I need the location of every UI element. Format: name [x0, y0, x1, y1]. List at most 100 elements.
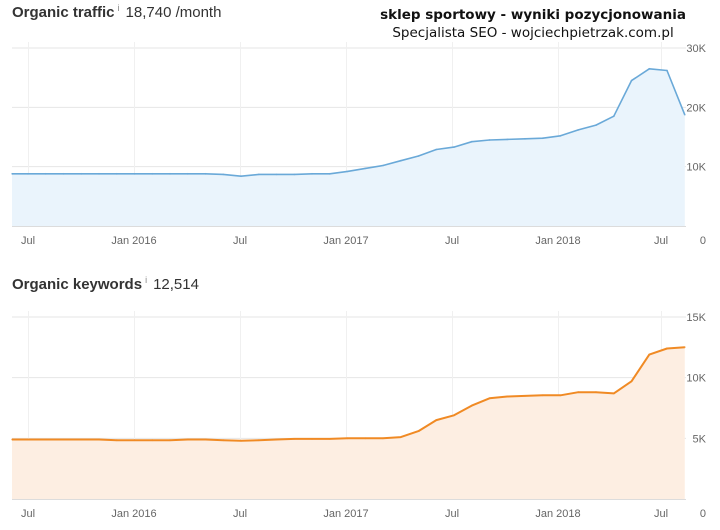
data-point [98, 438, 100, 441]
data-point [80, 438, 83, 441]
data-point [382, 437, 384, 440]
data-point [115, 439, 118, 442]
data-point [27, 172, 29, 175]
data-point [382, 164, 384, 167]
data-point [169, 172, 171, 175]
data-point [470, 404, 473, 407]
traffic-info-icon[interactable]: i [117, 3, 120, 13]
data-point [186, 172, 189, 175]
data-point [612, 115, 615, 118]
traffic-value: 18,740 /month [125, 4, 222, 21]
data-point [453, 146, 455, 149]
data-point [417, 155, 420, 157]
data-point [222, 173, 225, 176]
watermark-line-1: sklep sportowy - wyniki pozycjonowania [380, 7, 686, 23]
x-tick-label: Jul [654, 508, 668, 520]
data-point [346, 437, 349, 440]
data-point [488, 139, 491, 141]
x-tick-label: Jul [233, 508, 247, 520]
data-point [133, 172, 136, 175]
keywords-title-label: Organic keywords [12, 276, 143, 293]
data-point [62, 438, 65, 441]
data-point [328, 172, 331, 175]
data-point [257, 173, 260, 176]
data-point [133, 439, 136, 442]
data-point [506, 395, 509, 398]
data-point [453, 414, 455, 417]
x-tick-label: Jan 2016 [111, 508, 156, 520]
x-tick-label: Jan 2018 [535, 235, 580, 247]
data-point [541, 137, 544, 140]
y-tick-label: 5K [693, 433, 707, 445]
data-point [328, 438, 331, 440]
data-point [151, 172, 154, 175]
data-point [311, 438, 313, 440]
y-tick-label: 30K [686, 43, 706, 55]
data-point [27, 438, 29, 441]
data-point [257, 439, 260, 442]
x-tick-label: Jul [233, 235, 247, 247]
y-tick-label: 0 [700, 508, 706, 520]
y-tick-label: 10K [686, 162, 706, 174]
x-tick-label: Jul [654, 235, 668, 247]
data-point [293, 438, 296, 440]
data-point [417, 430, 420, 432]
data-point [648, 67, 651, 70]
data-point [11, 172, 13, 175]
traffic-title: Organic traffic i 18,740 /month [12, 3, 221, 21]
watermark-line-2: Specjalista SEO - wojciechpietrzak.com.p… [392, 25, 674, 41]
y-tick-label: 0 [700, 235, 706, 247]
keywords-info-icon[interactable]: i [145, 275, 148, 285]
data-point [293, 173, 296, 176]
x-tick-label: Jul [21, 235, 35, 247]
keywords-title: Organic keywords i 12,514 [12, 275, 199, 293]
data-point [559, 134, 562, 137]
x-tick-label: Jul [445, 508, 459, 520]
data-point [311, 172, 313, 175]
data-point [204, 172, 207, 175]
data-point [595, 391, 597, 394]
data-point [595, 124, 597, 126]
y-tick-label: 20K [686, 102, 706, 114]
data-point [666, 347, 668, 350]
watermark: sklep sportowy - wyniki pozycjonowania S… [380, 6, 686, 42]
data-point [683, 346, 686, 349]
data-point [11, 438, 13, 441]
data-point [364, 437, 367, 440]
data-point [222, 439, 225, 442]
keywords-value: 12,514 [153, 276, 199, 293]
data-point [541, 394, 544, 397]
y-tick-label: 15K [686, 312, 706, 324]
data-point [240, 175, 242, 178]
data-point [666, 69, 668, 72]
data-point [577, 129, 580, 131]
x-tick-label: Jan 2018 [535, 508, 580, 520]
data-point [399, 436, 402, 438]
x-tick-label: Jan 2016 [111, 235, 156, 247]
data-point [488, 397, 491, 400]
traffic-title-label: Organic traffic [12, 4, 115, 21]
data-point [364, 167, 367, 170]
data-point [630, 380, 633, 383]
data-point [683, 113, 686, 116]
data-point [204, 438, 207, 441]
y-tick-label: 10K [686, 373, 706, 385]
data-point [44, 438, 47, 441]
data-point [630, 79, 633, 82]
x-tick-label: Jan 2017 [323, 508, 368, 520]
x-tick-label: Jul [21, 508, 35, 520]
data-point [169, 439, 171, 442]
data-point [275, 438, 278, 441]
series-area [12, 347, 685, 499]
traffic-chart: 0 10K 20K 30K Jul Jan 2016 Jul Jan 2017 Jul Jan 2… [11, 42, 707, 247]
keywords-chart: 0 5K 10K 15K Jul Jan 2016 Jul Jan 2017 Jul Jan 20… [11, 311, 707, 520]
data-point [186, 438, 189, 441]
data-point [275, 173, 278, 176]
data-point [524, 137, 526, 140]
x-tick-label: Jan 2017 [323, 235, 368, 247]
data-point [577, 391, 580, 394]
data-point [44, 172, 47, 175]
series-area [12, 68, 685, 226]
data-point [435, 148, 438, 151]
data-point [151, 439, 154, 442]
